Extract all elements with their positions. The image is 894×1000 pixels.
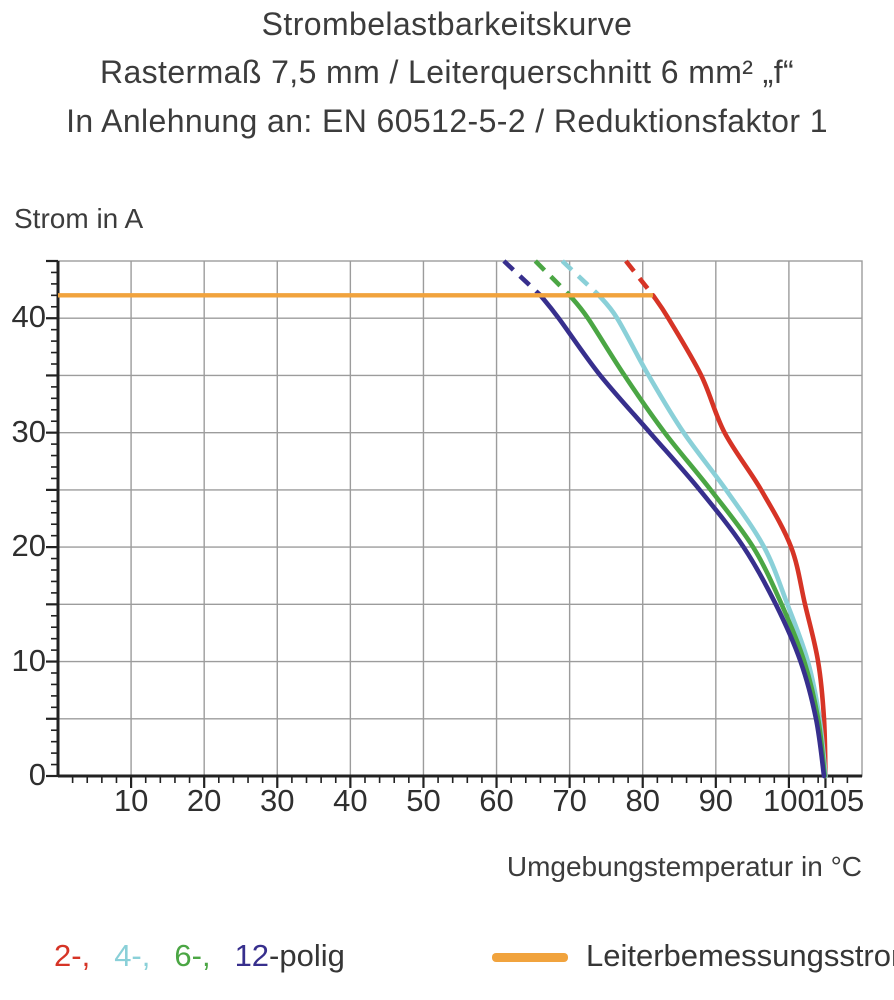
y-tick-label: 0 [28,757,46,792]
x-tick-label: 105 [812,783,865,818]
curve-12-polig-dashed [502,259,542,297]
x-tick-label: 30 [260,783,295,818]
curve-6-polig-dashed [533,259,572,297]
x-tick-label: 80 [625,783,660,818]
y-tick-label: 20 [11,528,46,564]
curve-12-polig [538,293,827,779]
legend-item-2-polig: 2-, [54,938,91,973]
x-tick-label: 90 [698,783,734,818]
curve-2-polig-dashed [624,259,655,297]
reference-line-legend: Leiterbemessungsstrom [492,938,894,974]
curve-4-polig [596,293,828,779]
pole-count-legend: 2-, 4-, 6-, 12 -polig [54,938,345,974]
x-axis-title: Umgebungstemperatur in °C [506,851,862,882]
curve-2-polig [650,293,828,779]
y-tick-label: 40 [11,299,46,335]
x-tick-label: 50 [406,783,441,818]
x-tick-label: 100 [763,783,815,818]
x-tick-label: 20 [186,783,222,818]
y-tick-label: 30 [11,413,46,449]
orange-line-swatch-icon [492,952,568,962]
curve-4-polig-dashed [560,259,601,297]
x-tick-label: 60 [479,783,514,818]
x-tick-label: 70 [552,783,587,818]
chart-title-line-3: In Anlehnung an: EN 60512-5-2 / Reduktio… [66,103,828,139]
x-tick-label: 10 [113,783,149,818]
chart-title-line-2: Rastermaß 7,5 mm / Leiterquerschnitt 6 m… [99,54,795,90]
legend-12-number: 12 [234,938,270,973]
legend-item-12-polig: 12 -polig [235,938,345,974]
reference-line-label: Leiterbemessungsstrom [586,938,894,973]
curve-6-polig [567,293,827,779]
chart-title-line-1: Strombelastbarkeitskurve [261,6,633,42]
legend-item-6-polig: 6-, [174,938,211,973]
legend-item-4-polig: 4-, [114,938,151,973]
y-tick-label: 10 [11,642,46,678]
legend-polig-suffix: -polig [269,938,345,973]
x-tick-label: 40 [333,783,368,818]
y-axis-title: Strom in A [14,203,144,234]
